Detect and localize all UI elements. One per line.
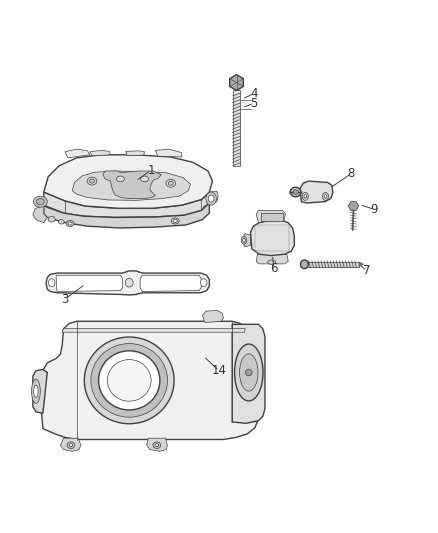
Polygon shape [251, 221, 294, 255]
Polygon shape [147, 438, 167, 451]
Ellipse shape [117, 176, 124, 182]
Polygon shape [256, 211, 286, 223]
Ellipse shape [153, 442, 161, 448]
Polygon shape [42, 321, 258, 440]
Text: 14: 14 [212, 364, 226, 377]
Ellipse shape [324, 195, 327, 198]
Ellipse shape [171, 218, 179, 224]
Ellipse shape [84, 337, 174, 424]
Ellipse shape [290, 187, 301, 197]
Polygon shape [203, 191, 218, 207]
Ellipse shape [245, 369, 252, 376]
Ellipse shape [59, 220, 64, 224]
Ellipse shape [166, 179, 176, 187]
Ellipse shape [141, 176, 148, 182]
Ellipse shape [107, 360, 151, 401]
Ellipse shape [241, 236, 247, 244]
Polygon shape [44, 155, 212, 208]
Ellipse shape [87, 177, 97, 185]
Ellipse shape [89, 179, 94, 183]
Text: 5: 5 [251, 96, 258, 110]
Polygon shape [300, 181, 333, 203]
Polygon shape [232, 324, 265, 423]
Ellipse shape [91, 344, 167, 417]
Ellipse shape [48, 216, 55, 222]
Ellipse shape [68, 222, 72, 225]
Text: 1: 1 [147, 164, 155, 176]
Ellipse shape [208, 195, 214, 202]
Polygon shape [65, 149, 90, 158]
Ellipse shape [206, 192, 216, 205]
Polygon shape [126, 151, 145, 155]
Ellipse shape [32, 379, 40, 403]
Polygon shape [44, 203, 209, 228]
Ellipse shape [66, 221, 74, 227]
Ellipse shape [300, 260, 308, 269]
Text: 6: 6 [270, 262, 278, 275]
Ellipse shape [155, 443, 159, 447]
Ellipse shape [33, 196, 47, 207]
Ellipse shape [243, 238, 245, 242]
Polygon shape [140, 275, 201, 292]
Ellipse shape [201, 279, 207, 287]
Ellipse shape [302, 192, 308, 200]
Ellipse shape [293, 190, 298, 194]
Polygon shape [230, 75, 244, 91]
Text: 4: 4 [250, 87, 258, 100]
Ellipse shape [125, 278, 133, 287]
Bar [304, 262, 359, 267]
Polygon shape [243, 233, 251, 247]
Bar [255, 225, 289, 251]
Polygon shape [33, 369, 47, 413]
Polygon shape [72, 171, 191, 200]
Polygon shape [348, 201, 359, 211]
Ellipse shape [268, 260, 276, 264]
Ellipse shape [173, 220, 177, 222]
Ellipse shape [322, 192, 328, 200]
Ellipse shape [304, 195, 307, 198]
Ellipse shape [69, 443, 73, 447]
Polygon shape [256, 254, 288, 264]
Polygon shape [202, 310, 223, 322]
Ellipse shape [48, 279, 55, 287]
Ellipse shape [34, 385, 38, 398]
Text: 7: 7 [363, 264, 371, 277]
Polygon shape [155, 149, 182, 157]
Ellipse shape [240, 354, 258, 391]
Polygon shape [46, 271, 209, 295]
Bar [261, 213, 283, 221]
Text: 9: 9 [371, 203, 378, 216]
Text: 8: 8 [348, 167, 355, 180]
Ellipse shape [67, 442, 75, 448]
Text: 3: 3 [61, 293, 68, 306]
Polygon shape [60, 438, 81, 451]
Polygon shape [90, 150, 110, 156]
Bar [233, 91, 240, 166]
Polygon shape [103, 171, 161, 199]
Polygon shape [62, 329, 245, 332]
Ellipse shape [168, 181, 173, 185]
Ellipse shape [36, 199, 44, 205]
Polygon shape [56, 275, 123, 292]
Polygon shape [44, 192, 209, 217]
Ellipse shape [99, 351, 160, 410]
Polygon shape [359, 262, 364, 266]
Ellipse shape [234, 344, 263, 401]
Polygon shape [33, 205, 47, 223]
